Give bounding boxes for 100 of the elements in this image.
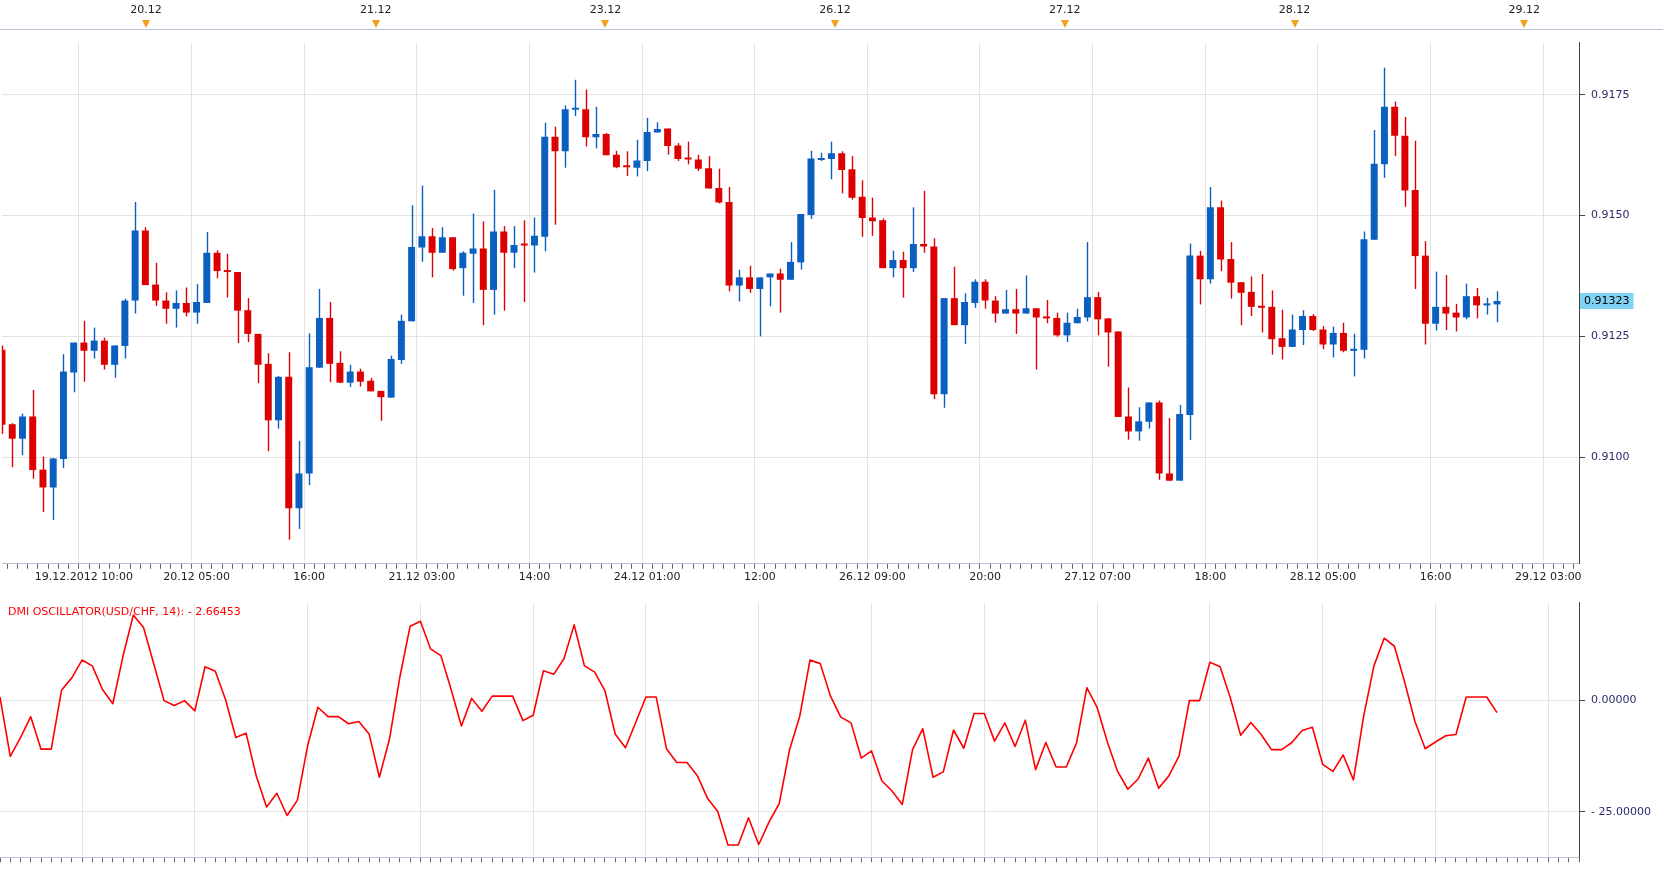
candlestick [1227,241,1235,300]
y-tick-label: 0.9150 [1591,208,1630,222]
candlestick [223,252,231,299]
candlestick [838,150,846,195]
candlestick [991,295,999,324]
candlestick [571,79,579,117]
text: 27.12 [1048,3,1082,16]
candlestick [1432,270,1440,332]
candlestick [868,196,876,237]
candlestick [162,291,170,325]
x-tick-label: 12:00 [743,570,776,584]
candlestick [244,297,252,343]
x-tick-label: 26.12 09:00 [839,570,906,584]
candlestick [1247,275,1255,317]
candlestick [1299,309,1306,346]
candlestick [1104,317,1112,368]
text: 28.12 [1277,3,1312,16]
x-tick-label: 16:00 [1419,570,1452,584]
x-tick-label: 20:00 [969,570,1001,584]
candlestick [551,125,559,226]
candlestick [766,272,774,308]
candlestick [971,278,979,309]
candlestick [1124,386,1132,441]
candlestick [787,241,794,281]
x-tick-label: 28.12 05:00 [1289,570,1357,584]
x-tick-label: 24.12 01:00 [613,570,681,584]
y-tick-label: 0.00000 [1591,693,1637,707]
candlestick [981,278,989,310]
candlestick [1002,289,1010,315]
candlestick [1165,417,1173,482]
x-tick-label: 16:00 [293,570,326,584]
text: 0.91323 [1584,293,1630,307]
x-tick-label: 29.12 03:00 [1514,570,1582,584]
candlestick [899,251,907,299]
candlestick [111,344,119,379]
y-tick-label: - 25.00000 [1591,804,1651,818]
candlestick [469,212,477,304]
candlestick [827,140,835,180]
candlestick [756,276,764,337]
candlestick [438,226,446,254]
candlestick [746,265,754,294]
y-tick-label: 0.9175 [1591,87,1630,101]
candlestick [1053,311,1061,338]
candlestick [1258,273,1266,334]
candlestick [1339,322,1347,353]
candlestick [961,292,969,345]
text: 20.12 [129,3,163,16]
x-tick-label: 20.12 05:00 [163,570,230,584]
text: 26.12 [818,3,852,16]
candlestick [1329,325,1337,359]
candlestick [889,250,897,279]
candlestick [377,390,385,422]
candlestick [1196,250,1204,306]
candlestick [1043,299,1050,324]
candlestick [776,267,784,314]
candlestick [336,350,344,384]
candlestick [39,455,47,513]
candlestick [715,167,723,205]
candlestick [633,138,641,178]
candlestick [705,155,713,190]
candlestick [182,286,190,318]
candlestick [1022,274,1030,315]
y-tick-label: 0.9100 [1591,449,1630,463]
candlestick [459,250,467,297]
candlestick [193,283,201,325]
candlestick [172,289,180,329]
candlestick [19,412,26,456]
candlestick [1135,406,1143,442]
x-tick-label: 21.12 03:00 [388,570,456,584]
x-tick-label: 27.12 07:00 [1064,570,1132,584]
candlestick [500,225,508,312]
candlestick [1288,313,1296,348]
candlestick [418,184,426,263]
candlestick [1350,333,1358,378]
candlestick [664,127,672,156]
candlestick [1278,309,1286,361]
candlestick [735,268,743,303]
x-tick-label: 18:00 [1194,570,1227,584]
candlestick [152,262,160,307]
candlestick [858,179,866,238]
candlestick [623,150,631,177]
candlestick [1462,282,1470,321]
candlestick [213,249,221,280]
x-tick-label: 19.12.2012 10:00 [34,570,134,584]
text: 21.12 [358,3,393,16]
candlestick [1083,241,1091,323]
candlestick [8,422,16,468]
text: 29.12 [1507,3,1541,16]
candlestick [531,216,538,274]
candlestick [346,364,354,388]
candlestick [1012,288,1020,335]
candlestick [90,326,98,360]
candlestick [80,320,88,383]
y-tick-label: 0.9125 [1591,329,1630,343]
candlestick [1237,281,1245,326]
candlestick [1473,287,1481,320]
candlestick [1094,291,1102,337]
series-label: DMI OSCILLATOR(USD/CHF, 14): - 2.66453 [8,604,241,618]
text: 23.12 [588,3,623,16]
candlestick [684,140,692,166]
